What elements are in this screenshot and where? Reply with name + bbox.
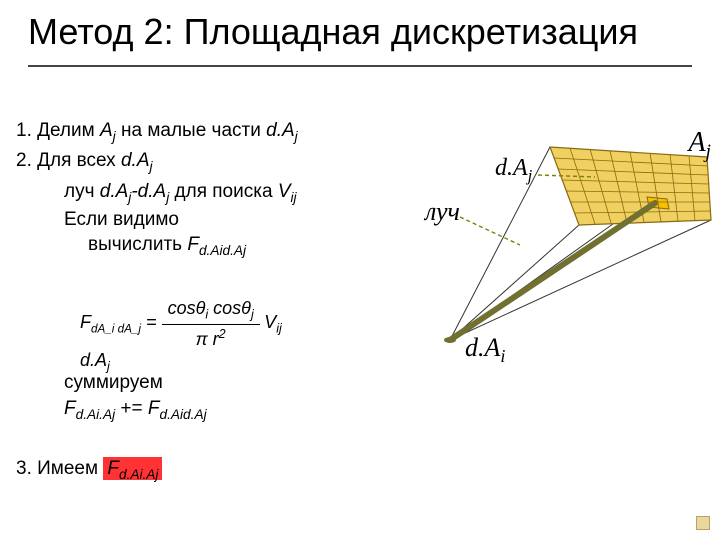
- step2-ray-a: луч: [64, 181, 100, 202]
- step2-compute: вычислить Fd.Aid.Aj: [16, 232, 406, 260]
- formula-num-j: j: [251, 308, 254, 322]
- diagram: Aj d.Aj луч d.Ai: [395, 125, 715, 375]
- summ-rhs-sub: d.Aid.Aj: [159, 406, 206, 421]
- step2-compute-F: F: [187, 234, 199, 255]
- diagram-dAi: d.A: [465, 333, 500, 362]
- summ-lhs-sub: d.Ai.Aj: [76, 406, 116, 421]
- formula-num-thetai: θ: [196, 298, 206, 318]
- diagram-svg: [395, 125, 715, 375]
- step-1: 1. Делим Aj на малые части d.Aj: [16, 118, 406, 146]
- formula-lhs-sub: dA_i dA_j: [91, 323, 141, 336]
- summ-label: суммируем: [64, 370, 207, 396]
- formula-tail-Vsub: ij: [276, 322, 282, 336]
- ray-icon: [450, 203, 655, 340]
- step-2: 2. Для всех d.Aj: [16, 148, 406, 176]
- formula-num-thetaj: θ: [241, 298, 251, 318]
- step1-dAj-sub: j: [295, 129, 298, 144]
- step3-Fsub: d.Ai.Aj: [119, 467, 159, 482]
- summ-expr: Fd.Ai.Aj += Fd.Aid.Aj: [64, 396, 207, 424]
- step1-Aj: A: [100, 120, 113, 141]
- step2-compute-Fsub: d.Aid.Aj: [199, 243, 246, 258]
- step2-dAj-sub: j: [150, 159, 153, 174]
- corner-decoration-icon: [696, 516, 710, 530]
- formula-lhs-F: F: [80, 312, 91, 332]
- step2-ray-b: d.A: [100, 181, 129, 202]
- step2-ray-c: -d.A: [131, 181, 166, 202]
- apex-icon: [444, 337, 456, 343]
- formula-numerator: cosθi cosθj: [162, 298, 260, 325]
- step1-prefix: 1. Делим: [16, 120, 100, 141]
- slide-title: Метод 2: Площадная дискретизация: [28, 10, 692, 53]
- formula-num-cos1: cos: [168, 298, 196, 318]
- diagram-label-dAj: d.Aj: [495, 155, 532, 186]
- summation-block: суммируем Fd.Ai.Aj += Fd.Aid.Aj: [64, 370, 207, 424]
- formula-tail-V: V: [264, 312, 276, 332]
- diagram-Aj-sub: j: [706, 142, 711, 163]
- step2-ray-Vsub: ij: [291, 189, 297, 204]
- summ-assign: +=: [115, 398, 148, 419]
- formula-fraction: cosθi cosθj π r2: [162, 298, 260, 350]
- step3-prefix: 3. Имеем: [16, 458, 103, 479]
- step2-prefix: 2. Для всех: [16, 150, 121, 171]
- step-3: 3. Имеем Fd.Ai.Aj: [16, 458, 162, 482]
- step1-dAj: d.A: [266, 120, 295, 141]
- diagram-label-ray: луч: [425, 197, 460, 227]
- step2-if: Если видимо: [16, 207, 406, 233]
- summ-lhs-F: F: [64, 398, 76, 419]
- step2-ray: луч d.Aj-d.Aj для поиска Vij: [16, 179, 406, 207]
- step2-dAj: d.A: [121, 150, 150, 171]
- summ-rhs-F: F: [148, 398, 160, 419]
- diagram-Aj: A: [688, 127, 705, 158]
- step3-F: F: [107, 458, 119, 479]
- diagram-dAj: d.A: [495, 155, 528, 181]
- formula-tail-dA: d.A: [80, 350, 107, 370]
- diagram-label-Aj: Aj: [688, 127, 711, 164]
- step3-highlight: Fd.Ai.Aj: [103, 457, 162, 480]
- formula-eq: =: [141, 312, 162, 332]
- diagram-dAi-sub: i: [500, 346, 505, 366]
- plate-icon: [550, 147, 711, 225]
- step2-ray-V: V: [278, 181, 291, 202]
- formula-lhs: FdA_i dA_j =: [80, 312, 162, 332]
- formula-den-sup: 2: [219, 327, 226, 341]
- diagram-dAj-sub: j: [528, 166, 533, 185]
- diagram-label-dAi: d.Ai: [465, 333, 505, 367]
- formula-num-cos2: cos: [208, 298, 241, 318]
- formula: FdA_i dA_j = cosθi cosθj π r2 Vij d.A j: [80, 298, 310, 373]
- steps-list: 1. Делим Aj на малые части d.Aj 2. Для в…: [16, 118, 406, 261]
- step2-compute-a: вычислить: [88, 234, 187, 255]
- step2-ray-d: для поиска: [169, 181, 278, 202]
- step1-mid: на малые части: [116, 120, 266, 141]
- formula-den-pir: π r: [196, 329, 219, 349]
- formula-denominator: π r2: [162, 325, 260, 350]
